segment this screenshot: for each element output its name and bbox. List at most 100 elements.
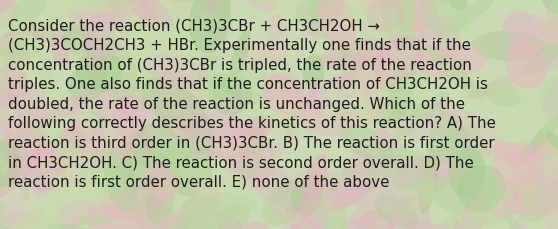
Ellipse shape [190, 118, 212, 155]
Ellipse shape [510, 150, 546, 185]
Ellipse shape [473, 167, 498, 224]
Ellipse shape [278, 68, 304, 142]
Ellipse shape [270, 175, 320, 216]
Ellipse shape [0, 65, 28, 109]
Ellipse shape [0, 0, 21, 29]
Ellipse shape [0, 141, 22, 170]
Ellipse shape [182, 193, 257, 217]
Ellipse shape [121, 122, 177, 190]
Ellipse shape [94, 181, 110, 196]
Ellipse shape [172, 104, 206, 133]
Ellipse shape [555, 0, 558, 51]
Ellipse shape [376, 88, 414, 126]
Ellipse shape [217, 119, 252, 165]
Ellipse shape [364, 97, 387, 124]
Ellipse shape [39, 170, 97, 188]
Ellipse shape [294, 85, 329, 114]
Ellipse shape [551, 171, 558, 211]
Ellipse shape [0, 11, 30, 33]
Ellipse shape [416, 24, 461, 68]
Ellipse shape [316, 112, 363, 137]
Ellipse shape [13, 24, 35, 51]
Ellipse shape [290, 209, 329, 229]
Ellipse shape [393, 154, 463, 194]
Ellipse shape [33, 10, 79, 44]
Ellipse shape [420, 0, 469, 36]
Ellipse shape [457, 77, 472, 90]
Ellipse shape [440, 4, 474, 50]
Ellipse shape [242, 42, 272, 71]
Ellipse shape [419, 146, 439, 215]
Ellipse shape [426, 46, 484, 101]
Ellipse shape [84, 35, 119, 58]
Ellipse shape [415, 46, 487, 78]
Ellipse shape [143, 163, 179, 202]
Ellipse shape [12, 0, 46, 24]
Ellipse shape [190, 79, 238, 112]
Ellipse shape [300, 94, 324, 133]
Ellipse shape [239, 116, 273, 143]
Ellipse shape [0, 0, 12, 15]
Ellipse shape [79, 210, 123, 229]
Ellipse shape [453, 169, 490, 204]
Ellipse shape [80, 24, 101, 39]
Ellipse shape [103, 184, 167, 220]
Ellipse shape [546, 80, 558, 131]
Ellipse shape [1, 228, 21, 229]
Ellipse shape [544, 183, 558, 229]
Ellipse shape [96, 83, 165, 138]
Ellipse shape [0, 206, 57, 229]
Ellipse shape [532, 184, 550, 211]
Ellipse shape [56, 199, 95, 228]
Ellipse shape [410, 0, 431, 42]
Ellipse shape [0, 119, 31, 169]
Ellipse shape [542, 0, 558, 30]
Ellipse shape [1, 227, 13, 229]
Ellipse shape [188, 117, 215, 187]
Ellipse shape [236, 60, 267, 105]
Ellipse shape [349, 46, 378, 81]
Ellipse shape [131, 144, 170, 172]
Ellipse shape [363, 32, 399, 105]
Ellipse shape [195, 0, 233, 14]
Ellipse shape [151, 214, 187, 229]
Ellipse shape [140, 0, 173, 29]
Ellipse shape [113, 20, 185, 58]
Ellipse shape [311, 0, 349, 5]
Ellipse shape [505, 157, 558, 187]
Ellipse shape [472, 32, 546, 62]
Ellipse shape [174, 127, 210, 167]
Ellipse shape [185, 177, 254, 229]
Ellipse shape [430, 176, 469, 213]
Ellipse shape [286, 130, 300, 144]
Ellipse shape [100, 180, 145, 206]
Ellipse shape [437, 139, 465, 166]
Ellipse shape [422, 0, 458, 3]
Ellipse shape [460, 135, 490, 163]
Ellipse shape [2, 209, 45, 228]
Ellipse shape [357, 3, 400, 44]
Ellipse shape [331, 28, 358, 86]
Ellipse shape [105, 144, 136, 179]
Ellipse shape [152, 0, 209, 42]
Ellipse shape [119, 60, 157, 96]
Ellipse shape [355, 0, 418, 12]
Ellipse shape [86, 111, 108, 130]
Ellipse shape [0, 41, 29, 71]
Ellipse shape [332, 199, 382, 229]
Ellipse shape [122, 98, 154, 155]
Ellipse shape [14, 9, 34, 28]
Ellipse shape [348, 214, 373, 229]
Ellipse shape [224, 144, 288, 173]
Ellipse shape [453, 221, 465, 229]
Ellipse shape [47, 215, 84, 229]
Ellipse shape [542, 110, 558, 170]
Ellipse shape [444, 117, 503, 170]
Ellipse shape [331, 182, 372, 210]
Ellipse shape [484, 82, 521, 107]
Ellipse shape [436, 126, 477, 178]
Ellipse shape [534, 160, 558, 193]
Ellipse shape [4, 44, 21, 89]
Ellipse shape [383, 195, 403, 229]
Ellipse shape [190, 177, 220, 209]
